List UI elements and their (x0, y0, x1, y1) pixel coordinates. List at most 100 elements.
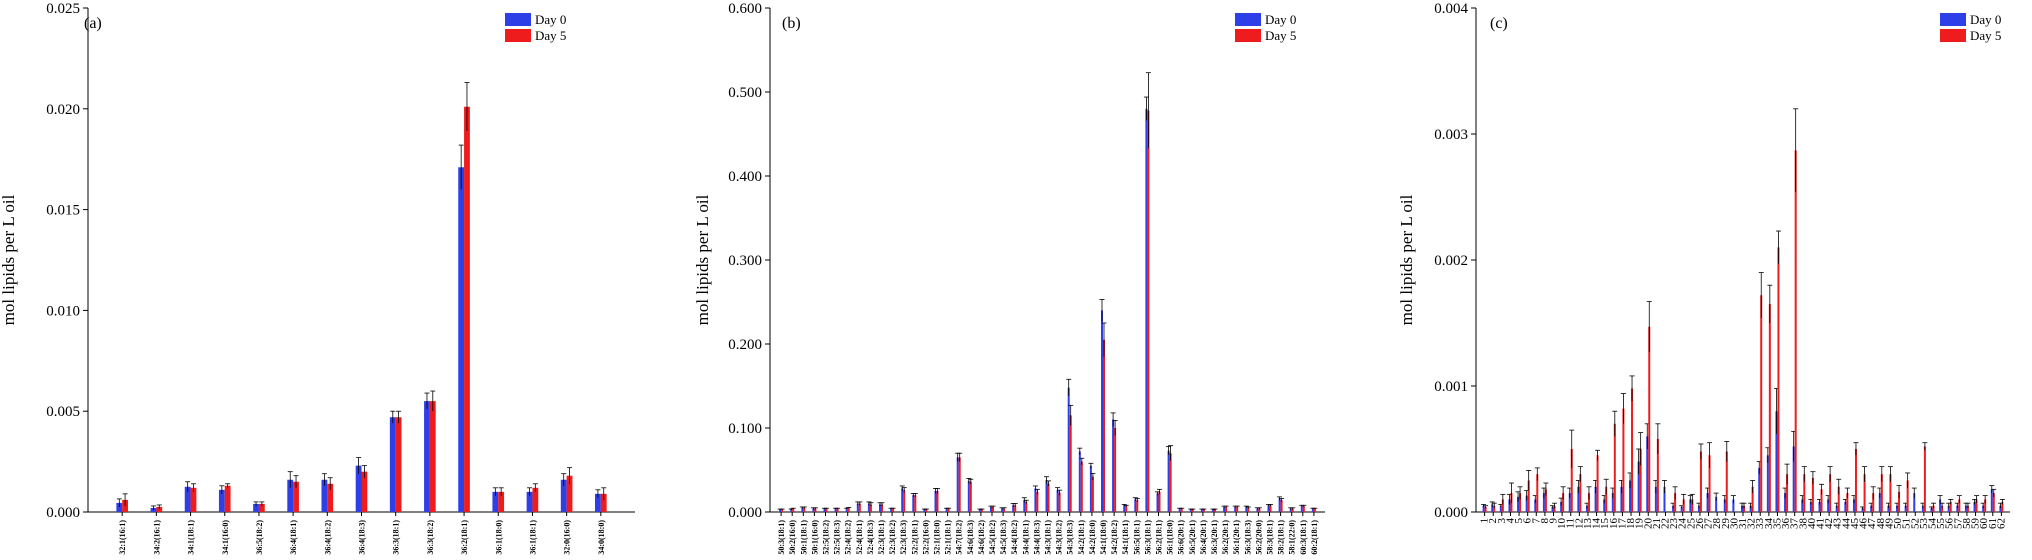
bar-day0 (1585, 505, 1588, 512)
y-tick-label: 0.015 (46, 203, 80, 219)
x-tick-label: 56:2(18:1) (1155, 520, 1164, 555)
panel-label: (a) (84, 15, 102, 32)
x-tick-label: 54 (1926, 518, 1938, 530)
bar-day0 (812, 508, 815, 512)
x-tick-label: 42 (1823, 518, 1835, 529)
x-tick-label: 36:4(18:1) (289, 520, 298, 555)
bar-day0 (1134, 499, 1137, 512)
bar-day0 (1577, 486, 1580, 512)
bar-day0 (116, 502, 123, 512)
panel-label: (c) (1490, 15, 1508, 32)
x-tick-label: 34 (1763, 518, 1775, 530)
bar-day5 (1863, 474, 1866, 512)
bar-day5 (1777, 247, 1780, 512)
bar-day5 (1258, 508, 1261, 512)
y-tick-label: 0.005 (46, 404, 80, 420)
x-tick-label: 11 (1565, 518, 1577, 529)
bar-day5 (1656, 438, 1659, 512)
bar-day5 (600, 493, 607, 512)
bar-day0 (1145, 108, 1148, 513)
bar-day0 (1256, 508, 1259, 512)
bar-day0 (1560, 501, 1563, 512)
x-tick-label: 19 (1634, 518, 1646, 530)
x-tick-label: 58:2(18:1) (1277, 520, 1286, 555)
x-tick-label: 34:1(16:0) (221, 520, 230, 555)
x-tick-label: 52:4(18:3) (866, 520, 875, 555)
bar-day0 (1689, 499, 1692, 512)
bar-day0 (1611, 493, 1614, 512)
x-tick-label: 50 (1892, 518, 1904, 530)
y-tick-label: 0.000 (728, 505, 762, 521)
bar-day5 (1708, 455, 1711, 512)
bar-day5 (1932, 505, 1935, 512)
y-tick-label: 0.001 (1434, 379, 1468, 395)
y-tick-label: 0.100 (728, 421, 762, 437)
bar-day0 (1715, 496, 1718, 512)
bar-day5 (1169, 453, 1172, 512)
bar-day5 (395, 417, 402, 512)
bar-day5 (1837, 486, 1840, 512)
x-tick-label: 60:2(18:1) (1310, 520, 1319, 555)
x-tick-label: 10 (1556, 518, 1568, 530)
bar-day5 (836, 508, 839, 512)
bar-day5 (1003, 508, 1006, 512)
x-tick-label: 52:4(18:2) (844, 520, 853, 555)
bar-day5 (1269, 505, 1272, 512)
x-tick-label: 33 (1754, 518, 1766, 530)
bar-day0 (1101, 310, 1103, 512)
bar-day5 (1025, 501, 1028, 512)
x-tick-label: 52:3(18:2) (888, 520, 897, 555)
bar-day5 (1553, 505, 1556, 512)
x-tick-label: 56:3(18:3) (1243, 520, 1252, 555)
x-tick-label: 54:2(18:2) (1110, 520, 1119, 555)
bar-day5 (1854, 449, 1857, 512)
x-tick-label: 49 (1883, 518, 1895, 530)
bar-day0 (1982, 505, 1985, 512)
x-tick-label: 27 (1703, 518, 1715, 530)
x-tick-label: 43 (1832, 518, 1844, 530)
bar-day0 (790, 509, 793, 512)
x-tick-label: 56:1(18:0) (1166, 520, 1175, 555)
bar-day0 (1706, 493, 1709, 512)
bar-day0 (1878, 493, 1881, 512)
bar-day5 (1622, 408, 1625, 512)
bar-day0 (1680, 506, 1683, 512)
bar-day0 (1844, 501, 1847, 512)
x-tick-label: 51 (1901, 518, 1913, 529)
bar-day5 (1872, 493, 1875, 512)
x-tick-label: 54:6(18:3) (966, 520, 975, 555)
bar-day0 (1887, 505, 1890, 512)
y-axis-label: mol lipids per L oil (693, 194, 712, 325)
bar-day0 (1758, 467, 1761, 512)
x-tick-label: 57 (1952, 518, 1964, 530)
x-tick-label: 60 (1978, 518, 1990, 530)
bar-day5 (1743, 505, 1745, 512)
x-tick-label: 54:1(18:0) (1099, 520, 1108, 555)
chart-b: 0.000 0.100 0.200 0.300 0.400 0.500 0.600 mol l… (693, 1, 1325, 555)
x-tick-label: 48 (1875, 518, 1887, 530)
legend-swatch-day5 (1940, 29, 1966, 42)
x-tick-label: 23 (1668, 518, 1680, 530)
legend-label: Day 5 (1265, 28, 1296, 43)
bar-day0 (1300, 506, 1303, 512)
panel-label: (b) (782, 15, 801, 32)
bar-day0 (945, 508, 948, 512)
bar-day5 (1544, 489, 1547, 512)
x-tick-label: 16 (1608, 518, 1620, 530)
x-tick-label: 28 (1711, 518, 1723, 530)
bar-day0 (1067, 387, 1070, 512)
x-tick-label: 50:1(16:0) (810, 520, 819, 555)
bar-day0 (1499, 505, 1502, 512)
bar-day5 (1125, 506, 1128, 512)
x-tick-label: 56:6(20:1) (1177, 520, 1186, 555)
bar-day5 (847, 507, 850, 512)
bar-day0 (1056, 490, 1059, 512)
bar-day5 (1898, 491, 1901, 512)
x-tick-label: 52:5(18:3) (833, 520, 842, 555)
bar-day5 (1596, 455, 1599, 512)
bar-day5 (825, 508, 828, 512)
bar-day0 (823, 508, 826, 512)
bar-day5 (1941, 505, 1944, 512)
bar-day5 (258, 503, 265, 512)
bar-day5 (1313, 508, 1316, 512)
